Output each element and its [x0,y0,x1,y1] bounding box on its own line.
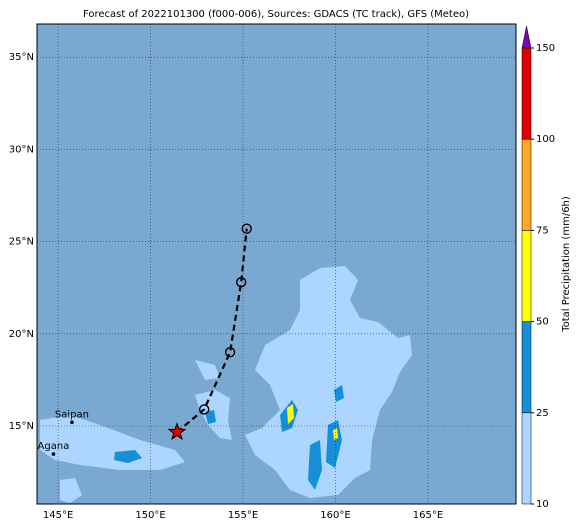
rain-core [205,410,216,424]
forecast-point [198,404,210,415]
rain-core [326,420,342,468]
rain-core [334,385,344,402]
rain-area [195,360,220,380]
forecast-point [235,276,247,288]
precipitation [40,266,412,503]
colorbar-tick-label: 150 [536,43,555,54]
colorbar-tick-label: 100 [536,134,555,145]
forecast-point [224,347,236,358]
place-label: Agana [38,441,70,452]
colorbar-label: Total Precipitation (mm/6h) [561,196,572,333]
x-tick-label: 160°E [320,510,350,521]
rain-peak [287,404,294,424]
rain-peak [333,428,338,440]
colorbar-tick-label: 75 [536,225,549,236]
y-tick-label: 35°N [9,52,34,63]
colorbar-segment [521,412,532,505]
x-tick-label: 165°E [413,510,443,521]
rain-area [60,478,82,503]
y-tick-label: 30°N [9,144,34,155]
x-tick-label: 150°E [135,510,165,521]
track-line [176,228,248,433]
rain-area [245,266,412,498]
colorbar-tick-label: 10 [536,499,549,510]
colorbar-tick-label: 50 [536,317,549,328]
overlay: Saipan Agana [37,24,516,504]
x-tick-label: 155°E [228,510,258,521]
y-tick-label: 15°N [9,421,34,432]
place-label: Saipan [55,409,89,420]
forecast-point [241,223,252,234]
colorbar-extend [521,25,532,49]
rain-area [40,415,185,470]
colorbar-segment [521,321,532,414]
storm-position [167,422,187,441]
chart-title: Forecast of 2022101300 (f000-006), Sourc… [83,9,469,20]
y-tick-label: 25°N [9,237,34,248]
place-dot [51,452,56,456]
colorbar-segment [521,138,532,231]
rain-core [308,440,322,490]
colorbar-segment [521,47,532,140]
rain-core [114,450,142,463]
colorbar-segment [521,230,532,322]
colorbar-tick-label: 25 [536,408,549,419]
map-frame [36,23,517,505]
y-tick-label: 20°N [9,329,34,340]
place-dot [70,420,74,425]
x-tick-label: 145°E [43,510,73,521]
